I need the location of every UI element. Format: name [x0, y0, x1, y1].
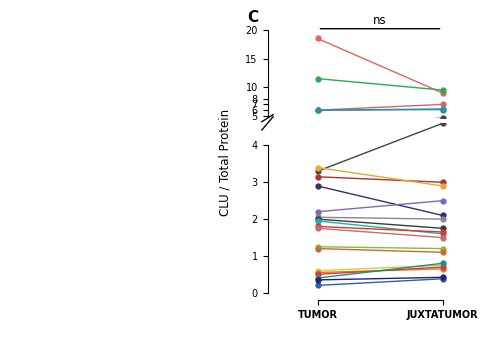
- Text: CLU / Total Protein: CLU / Total Protein: [218, 109, 232, 216]
- Text: ns: ns: [373, 14, 387, 27]
- Text: C: C: [248, 10, 258, 25]
